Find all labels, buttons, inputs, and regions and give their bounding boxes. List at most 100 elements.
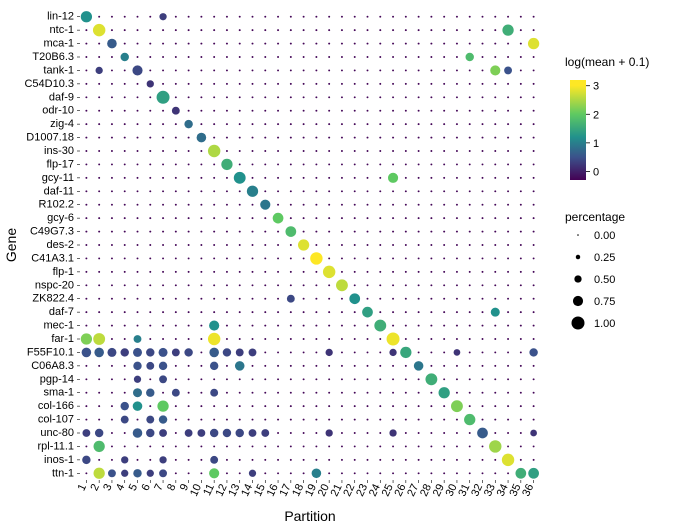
dot (494, 231, 496, 233)
dot (405, 459, 407, 461)
dot (290, 83, 292, 85)
dot (264, 459, 266, 461)
dot (443, 56, 445, 58)
dot (328, 392, 330, 394)
dot (341, 96, 343, 98)
size-legend-tick: 0.25 (594, 252, 615, 264)
dot (303, 204, 305, 206)
dot (273, 213, 284, 224)
dot (188, 96, 190, 98)
dot (290, 351, 292, 353)
dot (315, 231, 317, 233)
dot (354, 110, 356, 112)
dot (98, 110, 100, 112)
dot (328, 177, 330, 179)
dot (85, 231, 87, 233)
dot (134, 335, 142, 343)
dot (290, 445, 292, 447)
dot (210, 389, 218, 397)
dot (315, 392, 317, 394)
y-tick-label: ins-30 (44, 145, 74, 157)
dot (98, 123, 100, 125)
dot (515, 468, 526, 479)
dot (405, 432, 407, 434)
dot (264, 472, 266, 474)
dot (430, 231, 432, 233)
dot (456, 56, 458, 58)
dot (85, 29, 87, 31)
dot (494, 459, 496, 461)
dot (111, 231, 113, 233)
dot (226, 110, 228, 112)
dot (162, 257, 164, 259)
dot (405, 419, 407, 421)
dot (98, 378, 100, 380)
dot (430, 311, 432, 313)
dot (149, 338, 151, 340)
dot (315, 137, 317, 139)
dot (392, 137, 394, 139)
dot (430, 29, 432, 31)
dot (520, 445, 522, 447)
dot (310, 252, 322, 264)
dot (507, 204, 509, 206)
dot (507, 231, 509, 233)
dot (213, 190, 215, 192)
dot (175, 378, 177, 380)
dot (379, 217, 381, 219)
dot (111, 392, 113, 394)
dot (494, 177, 496, 179)
dot (252, 257, 254, 259)
dot (405, 365, 407, 367)
dot (146, 388, 154, 396)
dot (354, 204, 356, 206)
dot (456, 217, 458, 219)
dot (239, 338, 241, 340)
dot (277, 137, 279, 139)
dot (504, 66, 512, 74)
dot (494, 16, 496, 18)
dot (494, 110, 496, 112)
dot (239, 271, 241, 273)
dot (175, 311, 177, 313)
dot (162, 190, 164, 192)
dot (520, 69, 522, 71)
dot (290, 96, 292, 98)
dot (159, 13, 166, 20)
dot (379, 43, 381, 45)
dot (149, 150, 151, 152)
dot (159, 429, 167, 437)
dot (443, 419, 445, 421)
dot (252, 311, 254, 313)
dot (418, 177, 420, 179)
dot (482, 204, 484, 206)
dot (252, 298, 254, 300)
dot (315, 177, 317, 179)
dot (418, 56, 420, 58)
dot (405, 163, 407, 165)
y-tick-label: daf-7 (49, 306, 74, 318)
dot (482, 137, 484, 139)
dot (430, 405, 432, 407)
dot (328, 365, 330, 367)
dot (210, 362, 218, 370)
dot (507, 123, 509, 125)
dot (303, 56, 305, 58)
dot (175, 56, 177, 58)
dot (456, 137, 458, 139)
dot (277, 69, 279, 71)
dot (379, 392, 381, 394)
dot (226, 204, 228, 206)
dot (298, 239, 309, 250)
dot (162, 83, 164, 85)
dot (367, 29, 369, 31)
dot (354, 217, 356, 219)
dot (418, 123, 420, 125)
dot (226, 217, 228, 219)
dot (213, 56, 215, 58)
dot (341, 163, 343, 165)
dot (430, 257, 432, 259)
dot (354, 163, 356, 165)
dot (469, 204, 471, 206)
dot (172, 389, 180, 397)
